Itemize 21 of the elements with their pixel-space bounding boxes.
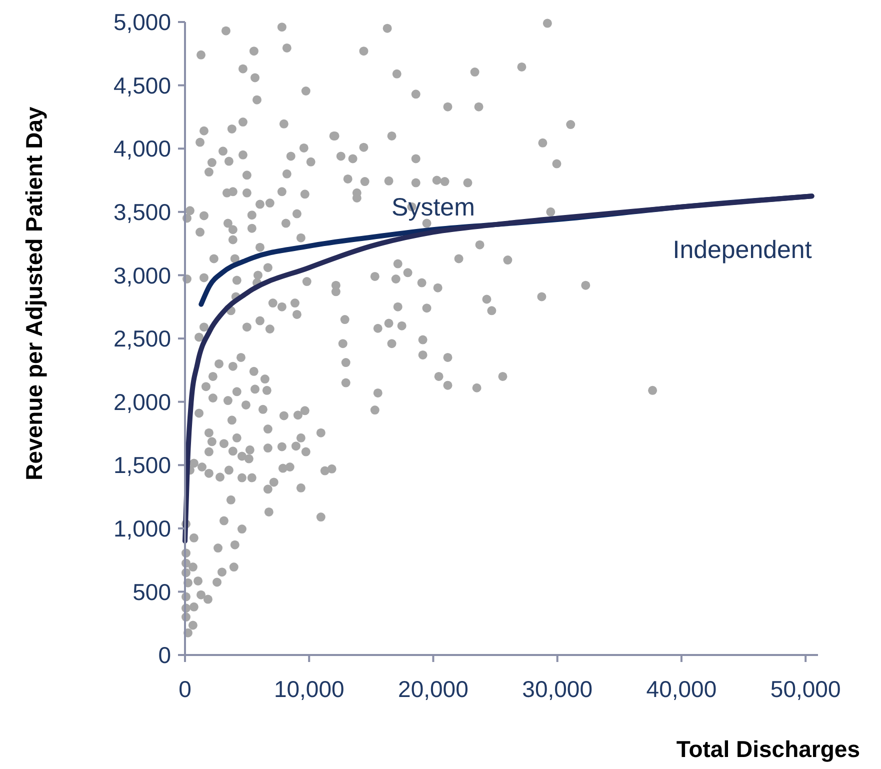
x-tick-label: 10,000 <box>274 676 344 702</box>
y-tick-label: 4,000 <box>113 136 171 162</box>
y-axis-title: Revenue per Adjusted Patient Day <box>21 106 47 480</box>
series-label: Independent <box>672 236 812 264</box>
x-tick-label: 30,000 <box>522 676 593 702</box>
y-tick-label: 1,000 <box>113 515 171 542</box>
y-tick-label: 5,000 <box>113 9 171 36</box>
y-tick-label: 500 <box>132 578 171 605</box>
y-tick-label: 1,500 <box>113 452 171 478</box>
y-tick-label: 0 <box>158 642 171 668</box>
x-tick-label: 50,000 <box>770 676 841 702</box>
y-tick-label: 3,000 <box>113 262 171 288</box>
x-axis-title: Total Discharges <box>676 736 860 762</box>
y-tick-label: 3,500 <box>113 198 171 225</box>
x-tick-label: 20,000 <box>398 676 468 702</box>
y-tick-label: 2,000 <box>113 388 171 415</box>
y-tick-label: 2,500 <box>113 326 171 352</box>
series-label: System <box>392 194 475 222</box>
x-tick-label: 0 <box>178 676 192 702</box>
y-tick-label: 4,500 <box>113 72 171 98</box>
x-tick-label: 40,000 <box>646 676 717 702</box>
